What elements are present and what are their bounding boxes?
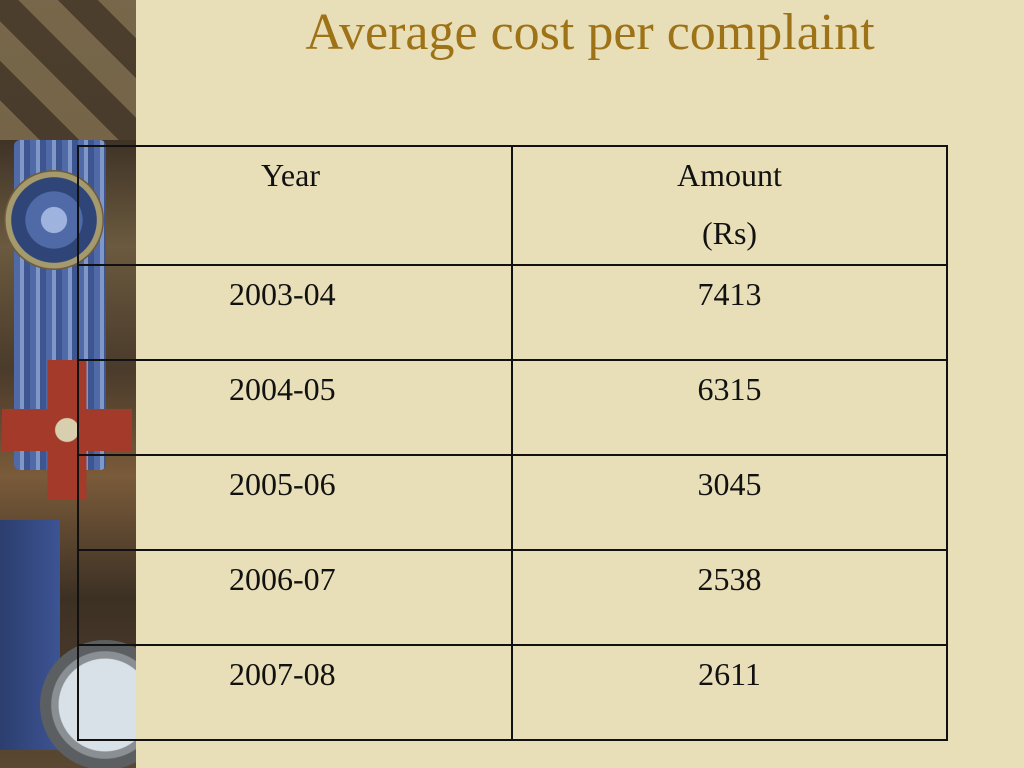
amount-cell: 3045 [511, 454, 948, 551]
table-row: 2006-07 2538 [77, 549, 948, 646]
amount-cell: 6315 [511, 359, 948, 456]
table-header-row: Year Amount (Rs) [77, 145, 948, 266]
year-cell: 2003-04 [77, 264, 513, 361]
table-row: 2005-06 3045 [77, 454, 948, 551]
year-cell: 2007-08 [77, 644, 513, 741]
amount-cell: 2611 [511, 644, 948, 741]
amount-cell: 7413 [511, 264, 948, 361]
header-amount-label: Amount [677, 157, 782, 193]
header-amount: Amount (Rs) [511, 145, 948, 266]
header-year-label: Year [261, 157, 320, 193]
cost-table: Year Amount (Rs) 2003-04 7413 2004-05 63… [77, 145, 948, 741]
checkered-pattern [0, 0, 136, 140]
year-cell: 2006-07 [77, 549, 513, 646]
header-amount-unit: (Rs) [701, 215, 758, 251]
header-year: Year [77, 145, 513, 266]
table-row: 2004-05 6315 [77, 359, 948, 456]
year-cell: 2004-05 [77, 359, 513, 456]
table-row: 2003-04 7413 [77, 264, 948, 361]
year-cell: 2005-06 [77, 454, 513, 551]
slide-title: Average cost per complaint [305, 4, 875, 61]
table-row: 2007-08 2611 [77, 644, 948, 741]
amount-cell: 2538 [511, 549, 948, 646]
